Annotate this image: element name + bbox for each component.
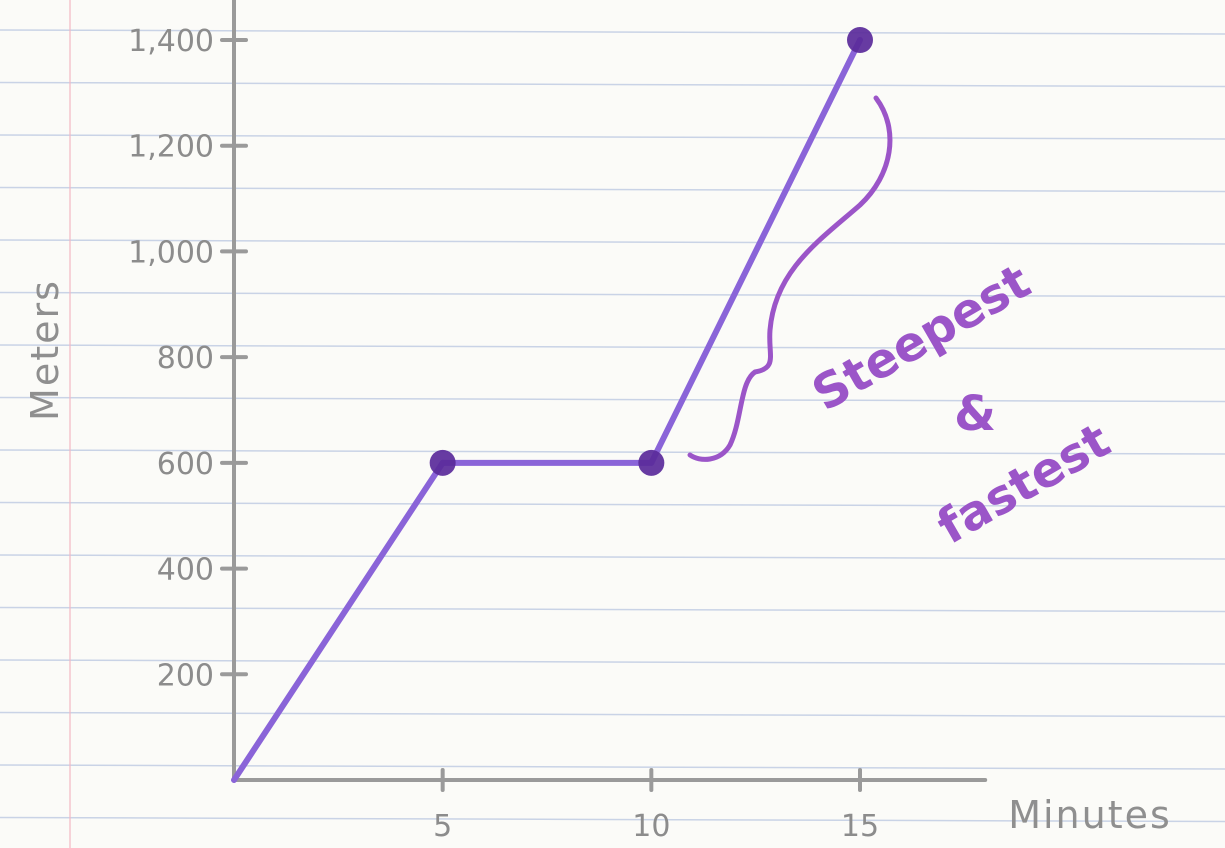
annotation-group: Steepest&fastest bbox=[687, 95, 1120, 555]
ruling-line bbox=[0, 344, 1225, 350]
series-distance bbox=[231, 27, 873, 783]
curly-brace bbox=[687, 95, 893, 462]
ruling-line bbox=[0, 501, 1225, 508]
y-tick-label: 1,200 bbox=[128, 130, 214, 165]
ruling-line bbox=[0, 291, 1225, 298]
y-tick-label: 600 bbox=[157, 447, 214, 482]
series-line-segment bbox=[648, 37, 863, 466]
series-line-segment bbox=[231, 459, 446, 783]
y-tick-label: 1,000 bbox=[128, 235, 214, 270]
ruling-line bbox=[0, 554, 1225, 560]
annotation-steepest: Steepest bbox=[803, 253, 1040, 422]
data-point bbox=[847, 27, 873, 53]
ruling-line bbox=[0, 134, 1225, 140]
y-tick-label: 400 bbox=[157, 553, 214, 588]
x-tick-label: 15 bbox=[841, 809, 879, 844]
annotation-ampersand: & bbox=[954, 386, 996, 442]
y-tick-label: 800 bbox=[157, 341, 214, 376]
ruling-line bbox=[0, 659, 1225, 665]
ruling-line bbox=[0, 186, 1225, 193]
ruling-line bbox=[0, 711, 1225, 718]
ruling-line bbox=[0, 449, 1225, 455]
ruling-line bbox=[0, 396, 1225, 403]
ruling-line bbox=[0, 764, 1225, 770]
ticks: 200 400 600 800 1,000 1,200 1,400 5 10 15 bbox=[128, 24, 879, 844]
data-point bbox=[429, 449, 456, 476]
y-axis-title: Meters bbox=[23, 279, 67, 421]
x-axis-title: Minutes bbox=[1008, 793, 1172, 837]
ruling-line bbox=[0, 606, 1225, 613]
data-point bbox=[638, 449, 665, 476]
y-tick-label: 1,400 bbox=[128, 24, 214, 59]
ruling-line bbox=[0, 81, 1225, 88]
x-tick-label: 5 bbox=[433, 809, 452, 844]
x-tick-label: 10 bbox=[632, 809, 670, 844]
ruling-line bbox=[0, 239, 1225, 245]
ruling-line bbox=[0, 816, 1225, 823]
ruling-line bbox=[0, 29, 1225, 35]
y-tick-label: 200 bbox=[157, 658, 214, 693]
